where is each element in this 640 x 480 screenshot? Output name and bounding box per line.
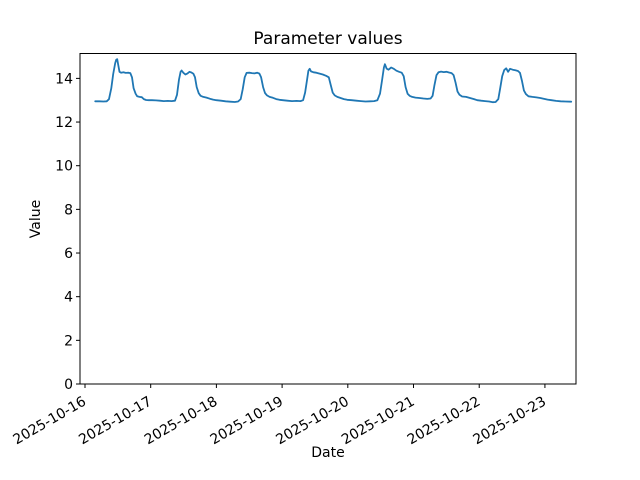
x-tick-label: 2025-10-23 — [470, 394, 548, 449]
y-tick-label: 10 — [55, 159, 73, 175]
y-tick-label: 14 — [55, 71, 73, 87]
x-tick-label: 2025-10-17 — [76, 394, 154, 449]
x-tick-label: 2025-10-18 — [142, 394, 220, 449]
y-axis-label: Value — [28, 199, 44, 239]
data-series-line — [94, 58, 573, 104]
x-tick-label: 2025-10-22 — [405, 394, 483, 449]
x-tick-label: 2025-10-20 — [273, 394, 351, 449]
chart-title: Parameter values — [253, 29, 403, 49]
plot-border — [79, 53, 577, 385]
x-tick-label: 2025-10-19 — [208, 394, 286, 449]
y-tick-label: 6 — [64, 246, 73, 262]
y-tick-label: 0 — [64, 377, 73, 393]
y-tick-label: 12 — [55, 115, 73, 131]
y-tick-label: 2 — [64, 333, 73, 349]
y-tick-label: 4 — [64, 290, 73, 306]
x-tick-label: 2025-10-21 — [339, 394, 417, 449]
y-tick-label: 8 — [64, 202, 73, 218]
x-tick-label: 2025-10-16 — [11, 394, 90, 449]
x-axis-label: Date — [311, 445, 345, 461]
